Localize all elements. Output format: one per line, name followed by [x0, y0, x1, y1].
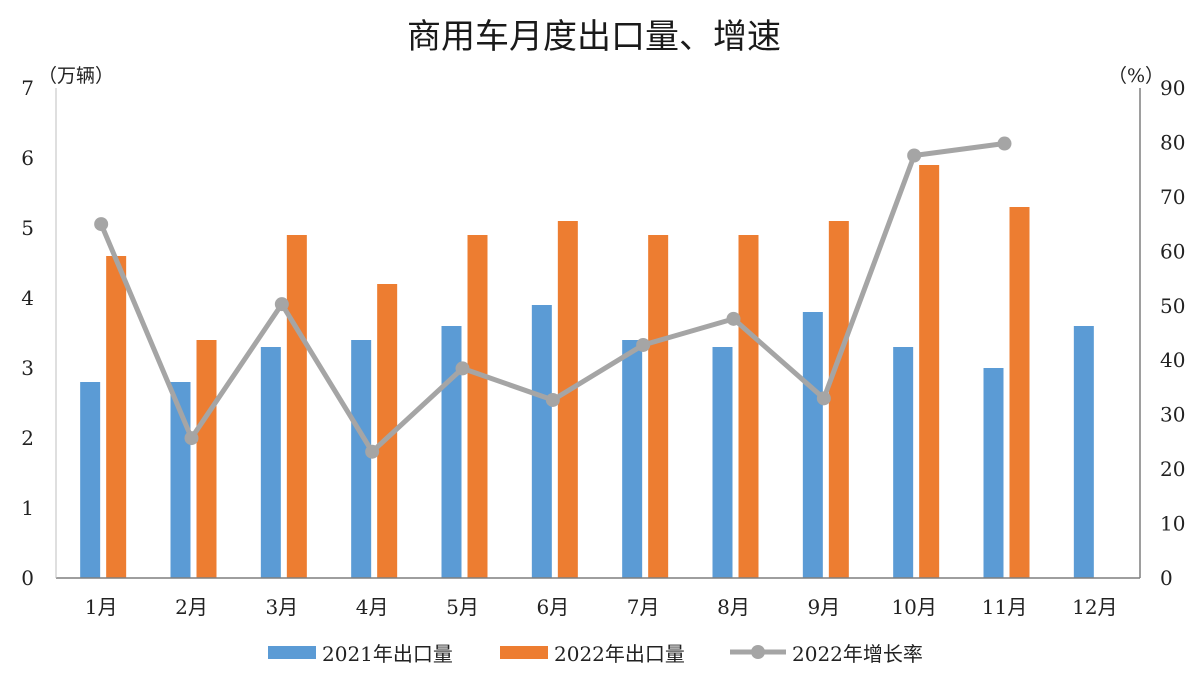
right-tick-label: 70 [1160, 185, 1185, 209]
growth-rate-point [545, 392, 560, 407]
x-axis-ticks: 1月 2月 3月 4月 5月 6月 7月 8月 9月 10月 11月 12月 [85, 595, 1118, 619]
bar-2022 [467, 235, 488, 578]
axes [55, 88, 1141, 579]
right-tick-label: 90 [1160, 76, 1185, 100]
left-tick-label: 7 [21, 76, 34, 100]
right-axis-ticks: 0 10 20 30 40 50 60 70 80 90 [1160, 76, 1185, 590]
bar-2022 [919, 165, 940, 578]
legend-label: 2022年出口量 [554, 642, 685, 666]
left-tick-label: 0 [21, 566, 34, 590]
right-tick-label: 0 [1160, 566, 1173, 590]
growth-rate-point [455, 361, 470, 376]
growth-rate-point [184, 431, 199, 446]
x-tick-label: 11月 [982, 595, 1027, 619]
growth-rate-point [816, 391, 831, 406]
bar-2022 [286, 235, 307, 578]
bar-2021 [1073, 326, 1094, 578]
growth-rate-point [997, 136, 1012, 151]
left-tick-label: 4 [21, 286, 34, 310]
left-axis-ticks: 0 1 2 3 4 5 6 7 [21, 76, 34, 590]
bar-2021 [260, 347, 281, 578]
growth-line [94, 136, 1012, 459]
bar-2021 [893, 347, 914, 578]
right-tick-label: 40 [1160, 348, 1185, 372]
bars [80, 165, 1094, 578]
x-tick-label: 12月 [1072, 595, 1117, 619]
bar-2021 [802, 312, 823, 578]
bar-2022 [828, 221, 849, 578]
bar-2021 [441, 326, 462, 578]
right-tick-label: 20 [1160, 457, 1185, 481]
bar-2022 [377, 284, 398, 578]
growth-rate-point [274, 297, 289, 312]
left-tick-label: 5 [21, 216, 34, 240]
left-tick-label: 2 [21, 426, 34, 450]
right-tick-label: 10 [1160, 512, 1185, 536]
x-tick-label: 6月 [536, 595, 569, 619]
growth-rate-point [636, 337, 651, 352]
x-tick-label: 2月 [175, 595, 208, 619]
bar-2021 [712, 347, 733, 578]
right-tick-label: 80 [1160, 130, 1185, 154]
growth-rate-point [907, 148, 922, 163]
legend: 2021年出口量 2022年出口量 2022年增长率 [268, 642, 923, 666]
bar-2022 [738, 235, 759, 578]
bar-2021 [80, 382, 101, 578]
legend-marker [751, 645, 765, 659]
x-tick-label: 8月 [717, 595, 750, 619]
bar-2022 [106, 256, 127, 578]
right-tick-label: 60 [1160, 239, 1185, 263]
x-tick-label: 4月 [356, 595, 389, 619]
x-tick-label: 7月 [627, 595, 660, 619]
right-axis-unit: （%） [1108, 65, 1164, 87]
bar-2021 [983, 368, 1004, 578]
bar-2021 [622, 340, 643, 578]
growth-rate-point [365, 444, 380, 459]
left-axis-unit: （万辆） [38, 65, 114, 87]
growth-rate-point [94, 217, 109, 232]
right-tick-label: 50 [1160, 294, 1185, 318]
left-tick-label: 6 [21, 146, 34, 170]
bar-2022 [557, 221, 578, 578]
x-tick-label: 1月 [85, 595, 118, 619]
legend-label: 2021年出口量 [322, 642, 453, 666]
x-tick-label: 3月 [265, 595, 298, 619]
legend-swatch [268, 646, 316, 659]
bar-2022 [648, 235, 669, 578]
x-tick-label: 9月 [807, 595, 840, 619]
left-tick-label: 1 [21, 496, 34, 520]
bar-2021 [351, 340, 372, 578]
right-tick-label: 30 [1160, 403, 1185, 427]
left-tick-label: 3 [21, 356, 34, 380]
bar-2021 [170, 382, 191, 578]
chart-title: 商用车月度出口量、增速 [407, 17, 781, 57]
bar-2022 [196, 340, 217, 578]
bar-2022 [1009, 207, 1030, 578]
x-tick-label: 5月 [446, 595, 479, 619]
x-tick-label: 10月 [891, 595, 936, 619]
legend-swatch [500, 646, 548, 659]
legend-label: 2022年增长率 [792, 642, 923, 666]
bar-2021 [531, 305, 552, 578]
growth-rate-point [726, 311, 741, 326]
